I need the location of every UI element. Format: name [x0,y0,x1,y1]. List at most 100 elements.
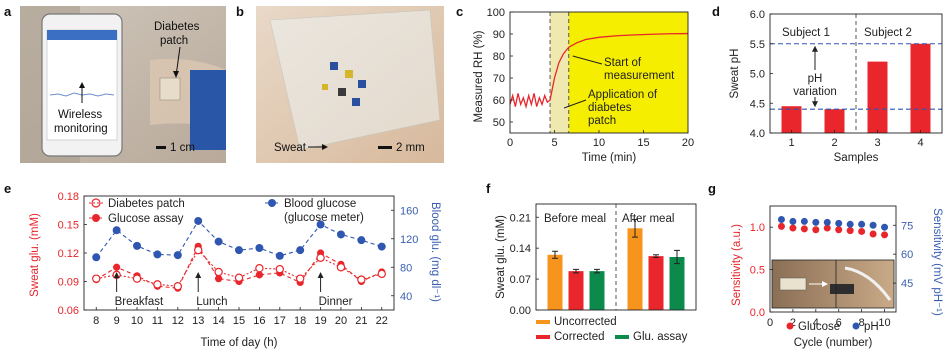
y-tick-label: 90 [493,29,505,41]
ph-point [869,221,877,229]
y-tick-label: 50 [493,117,505,129]
y-right-tick-label: 160 [400,205,418,217]
bar [867,61,888,133]
legend-label-ph: pH [864,321,879,333]
panel-a: a Diabetes patch Wireless monitoring 1 c… [4,4,226,163]
x-tick-label: 10 [131,315,143,327]
y-left-axis-label: Sweat glu. (mM) [29,213,41,297]
label-diabetes-patch: Diabetes patch [154,21,203,47]
chart-g: 0 2 4 6 8 10 0.0 0.5 1.0 45 60 75 Cycle (number) Sens… [731,205,943,349]
glucose-assay-point [215,275,223,283]
x-axis-label: Time (min) [582,152,637,164]
legend-label-assay: Glucose assay [108,213,184,225]
y-left-tick-label: 0.06 [58,305,79,317]
panel-letter-d: d [712,4,720,19]
axes-frame [769,205,897,313]
blood-glucose-point [194,216,203,225]
y-right-axis-label: Blood glu. (mg dl⁻¹) [429,202,441,302]
annotation-before-meal: Before meal [544,213,606,225]
x-tick-label: 13 [192,315,204,327]
y-tick-label: 100 [487,7,505,19]
diabetes-patch-point [295,274,305,283]
chart-d: 1 2 3 4 4.0 4.5 5.0 5.5 6.0 Samples Sweat pH Subjec… [729,9,943,164]
legend-marker-glucose [786,322,794,330]
blood-glucose-point [336,230,345,239]
blood-glucose-point [357,236,366,245]
x-tick-label: 14 [212,315,224,327]
glucose-point [800,225,808,233]
glucose-point [846,227,854,235]
x-tick-label: 3 [874,137,880,149]
sensor-dot [345,70,353,78]
x-tick-label: 20 [335,315,347,327]
y-left-axis-label: Sensitivity (a.u.) [731,224,743,306]
ph-arrow-down-head [812,101,818,108]
annotation-start-arrow [572,55,603,65]
glucose-assay-line [95,245,382,289]
diabetes-patch-point [214,267,223,277]
glucose-point [789,224,797,232]
y-tick-label: 80 [493,51,505,63]
diabetes-patch-point [92,274,101,283]
blood-glucose-point [255,244,264,253]
ph-point [800,217,808,225]
bar [910,43,931,133]
label-sweat: Sweat [274,142,307,154]
x-tick-label: 19 [314,315,326,327]
annotation-start: Start of measurement [604,57,675,82]
glucose-point [858,227,866,235]
legend-swatch [536,320,550,324]
y-right-tick-label: 120 [400,234,418,246]
y-left-tick-label: 0.5 [750,265,765,277]
meal-label: Lunch [196,296,227,308]
sensor-dot [330,62,338,70]
ph-point [823,218,831,226]
bar [781,106,802,133]
ph-point [812,218,820,226]
meal-arrow-head [317,272,324,278]
bar [589,271,605,310]
x-tick-label: 10 [593,137,605,149]
ph-point [789,217,797,225]
glucose-point [881,231,889,239]
y-tick-label: 0.21 [510,212,531,224]
y-axis-label: Sweat pH [729,49,741,99]
diabetes-patch-point [336,263,346,272]
ph-point [835,219,843,227]
blood-glucose-line [95,220,382,258]
diabetes-patch-point [377,269,386,279]
photo-sleeve [190,70,226,150]
y-right-tick-label: 40 [400,291,412,303]
legend-label-blood: Blood glucose (glucose meter) [284,198,364,224]
blood-glucose-point [235,246,243,255]
x-tick-label: 18 [294,315,306,327]
y-left-tick-label: 0.12 [58,248,79,260]
y-tick-label: 60 [493,95,505,107]
y-right-tick-label: 45 [901,278,913,290]
y-right-axis-label: Sensitivity (mV pH⁻¹) [931,208,943,316]
diabetes-patch-point [132,274,142,283]
meal-arrow-head [195,272,202,278]
y-axis-label: Sweat glu. (mM) [495,215,507,299]
blood-glucose-point [214,237,223,246]
scale-bar-a [156,146,166,149]
bar [547,254,563,310]
meal-label: Dinner [319,296,353,308]
diabetes-patch-point [275,264,284,274]
diabetes-patch-line [96,249,382,287]
diabetes-patch-point [234,273,244,282]
glucose-point [835,226,843,234]
legend-marker-patch [91,198,101,208]
bar [824,109,845,133]
inset-patch-left [779,277,807,291]
annotation-application-arrow [563,99,587,109]
scale-label-b: 2 mm [396,142,425,154]
glucose-point [823,224,831,232]
x-tick-label: 2 [831,137,837,149]
bar [669,257,685,310]
x-tick-label: 1 [788,137,794,149]
x-tick-label: 12 [172,315,184,327]
x-tick-label: 9 [114,315,120,327]
application-window [550,12,569,133]
